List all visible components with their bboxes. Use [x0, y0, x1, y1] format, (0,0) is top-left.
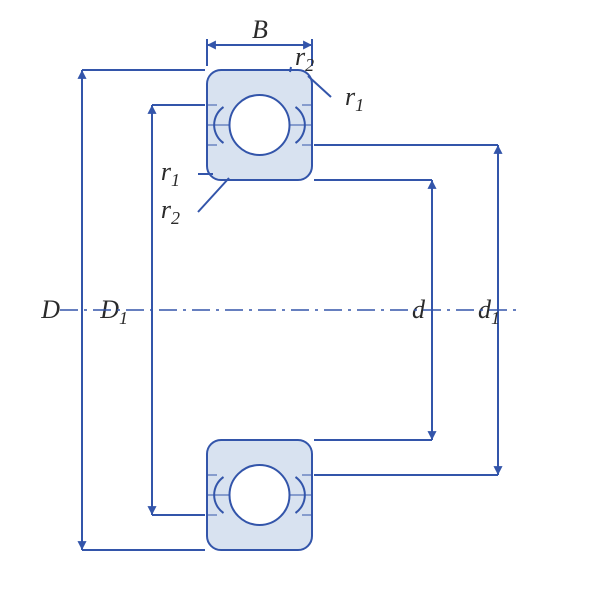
svg-text:r2: r2	[161, 195, 180, 228]
svg-text:r1: r1	[345, 82, 364, 115]
svg-text:B: B	[252, 15, 268, 44]
svg-text:d1: d1	[478, 295, 500, 328]
svg-text:r1: r1	[161, 157, 180, 190]
svg-text:D: D	[40, 295, 60, 324]
svg-text:D1: D1	[99, 295, 128, 328]
